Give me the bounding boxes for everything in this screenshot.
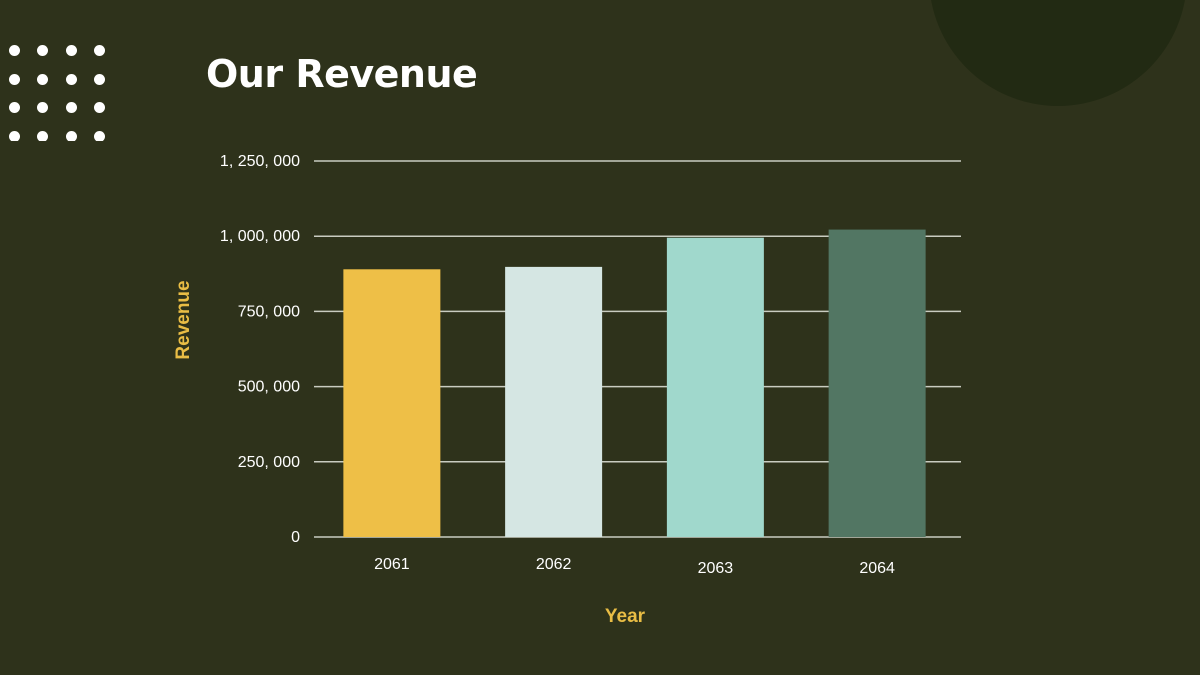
- decorative-dot: [9, 131, 20, 141]
- decorative-dot: [66, 102, 77, 113]
- decorative-dot: [37, 131, 48, 141]
- x-axis-title: Year: [605, 606, 646, 627]
- y-tick-label: 1, 250, 000: [220, 153, 300, 170]
- decorative-dot: [37, 102, 48, 113]
- bars: [343, 229, 926, 538]
- x-tick-label: 2062: [536, 556, 572, 573]
- y-tick-label: 750, 000: [238, 303, 300, 320]
- bar-2063: [666, 237, 764, 538]
- y-tick-label: 1, 000, 000: [220, 228, 300, 245]
- y-tick-label: 250, 000: [238, 454, 300, 471]
- decorative-dot: [66, 45, 77, 56]
- decorative-dot: [9, 74, 20, 85]
- x-tick-label: 2064: [859, 560, 895, 577]
- bar-2061: [343, 269, 441, 537]
- decorative-dot: [9, 45, 20, 56]
- y-axis-tick-labels: 0 250, 000 500, 000 750, 000 1, 000, 000 1, 2…: [220, 153, 300, 546]
- decorative-dot: [94, 102, 105, 113]
- decorative-dot: [37, 45, 48, 56]
- decorative-dot-grid: [0, 0, 120, 141]
- x-tick-label: 2063: [698, 560, 734, 577]
- y-axis-title: Revenue: [173, 280, 194, 359]
- decorative-dot: [9, 102, 20, 113]
- x-tick-label: 2061: [374, 556, 410, 573]
- bar-2064: [828, 229, 926, 537]
- decorative-dot: [37, 74, 48, 85]
- page-title: Our Revenue: [206, 52, 478, 96]
- x-axis-tick-labels: 2061 2062 2063 2064: [374, 556, 895, 577]
- decorative-dot: [66, 131, 77, 141]
- decorative-dot: [94, 45, 105, 56]
- y-tick-label: 0: [291, 529, 300, 546]
- decorative-dot: [94, 74, 105, 85]
- decorative-dot: [94, 131, 105, 141]
- decorative-dot: [66, 74, 77, 85]
- bar-2062: [505, 266, 603, 537]
- y-tick-label: 500, 000: [238, 379, 300, 396]
